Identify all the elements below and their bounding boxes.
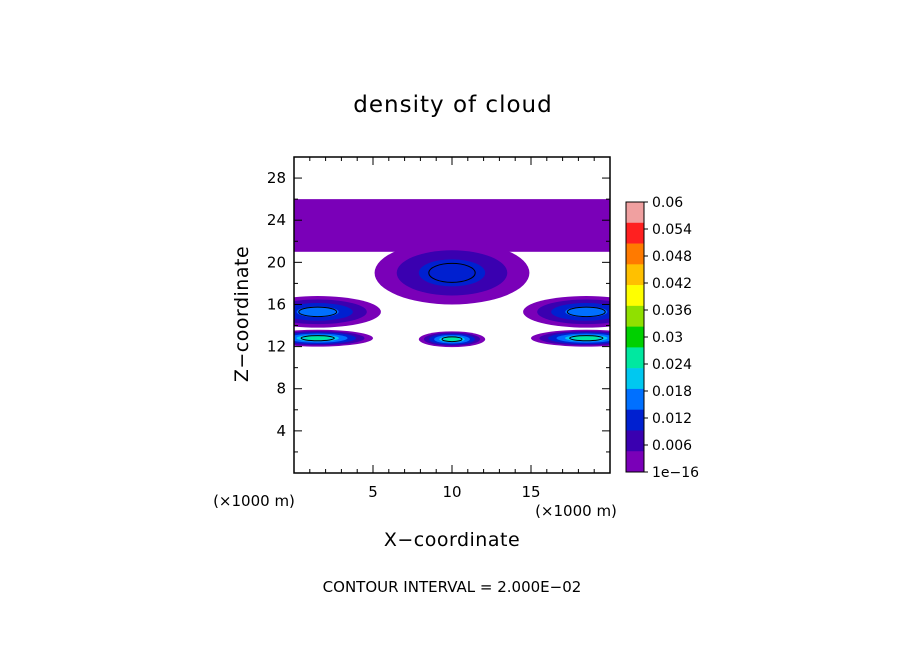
colorbar-label: 0.03 [652, 330, 683, 346]
x-tick-label: 10 [442, 483, 461, 501]
colorbar-swatch [626, 368, 644, 390]
y-tick-label: 28 [267, 169, 286, 187]
x-tick-label: 15 [521, 483, 540, 501]
colorbar-swatch [626, 285, 644, 307]
colorbar-swatch [626, 264, 644, 286]
colorbar-swatch [626, 347, 644, 369]
contour-line-right-cloud-upper [566, 306, 606, 318]
colorbar-swatch [626, 326, 644, 348]
colorbar-label: 1e−16 [652, 465, 699, 481]
contour-center-cloud-lower-level-6 [444, 337, 460, 342]
y-tick-label: 24 [267, 211, 286, 229]
x-axis-title: X−coordinate [384, 529, 520, 551]
y-tick-label: 20 [267, 253, 286, 271]
colorbar-swatch [626, 451, 644, 473]
x-axis: 5 10 15 [309, 157, 595, 501]
colorbar-label: 0.006 [652, 438, 692, 454]
colorbar-swatch [626, 305, 644, 327]
x-unit-label-left: (×1000 m) [213, 492, 295, 510]
colorbar-swatch [626, 243, 644, 265]
y-tick-label: 12 [267, 338, 286, 356]
colorbar-swatch [626, 430, 644, 452]
colorbar-swatch [626, 388, 644, 410]
colorbar-swatch [626, 222, 644, 244]
colorbar: 0.06 0.054 0.048 0.042 0.036 0.03 0.024 0.018 0.… [625, 195, 699, 481]
contour-interval-note: CONTOUR INTERVAL = 2.000E−02 [323, 578, 582, 596]
contour-line-right-cloud-lower [569, 335, 604, 342]
contour-line-central-cloud [428, 262, 476, 283]
colorbar-label: 0.012 [652, 411, 692, 427]
colorbar-label: 0.048 [652, 249, 692, 265]
colorbar-label: 0.024 [652, 357, 692, 373]
colorbar-label: 0.06 [652, 195, 683, 211]
colorbar-swatch [626, 409, 644, 431]
colorbar-label: 0.054 [652, 222, 692, 238]
y-axis: 4 8 12 16 20 24 28 [267, 169, 610, 453]
y-tick-label: 4 [276, 422, 286, 440]
chart-title: density of cloud [353, 92, 552, 118]
contour-line-left-cloud-upper [298, 306, 338, 318]
colorbar-label: 0.036 [652, 303, 692, 319]
contour-left-cloud-lower-level-6 [304, 336, 331, 341]
colorbar-label: 0.018 [652, 384, 692, 400]
colorbar-label: 0.042 [652, 276, 692, 292]
x-unit-label-right: (×1000 m) [535, 502, 617, 520]
y-axis-title: Z−coordinate [231, 246, 253, 382]
x-tick-label: 5 [368, 483, 378, 501]
contour-right-cloud-upper-level-4 [565, 306, 608, 318]
y-tick-label: 8 [276, 380, 286, 398]
contour-right-cloud-lower-level-6 [573, 336, 600, 341]
colorbar-swatch [626, 202, 644, 224]
contour-line-center-cloud-lower [441, 336, 463, 343]
plot-area [294, 199, 610, 348]
contour-left-cloud-upper-level-4 [296, 306, 339, 318]
y-tick-label: 16 [267, 295, 286, 313]
contour-line-left-cloud-lower [300, 335, 335, 342]
